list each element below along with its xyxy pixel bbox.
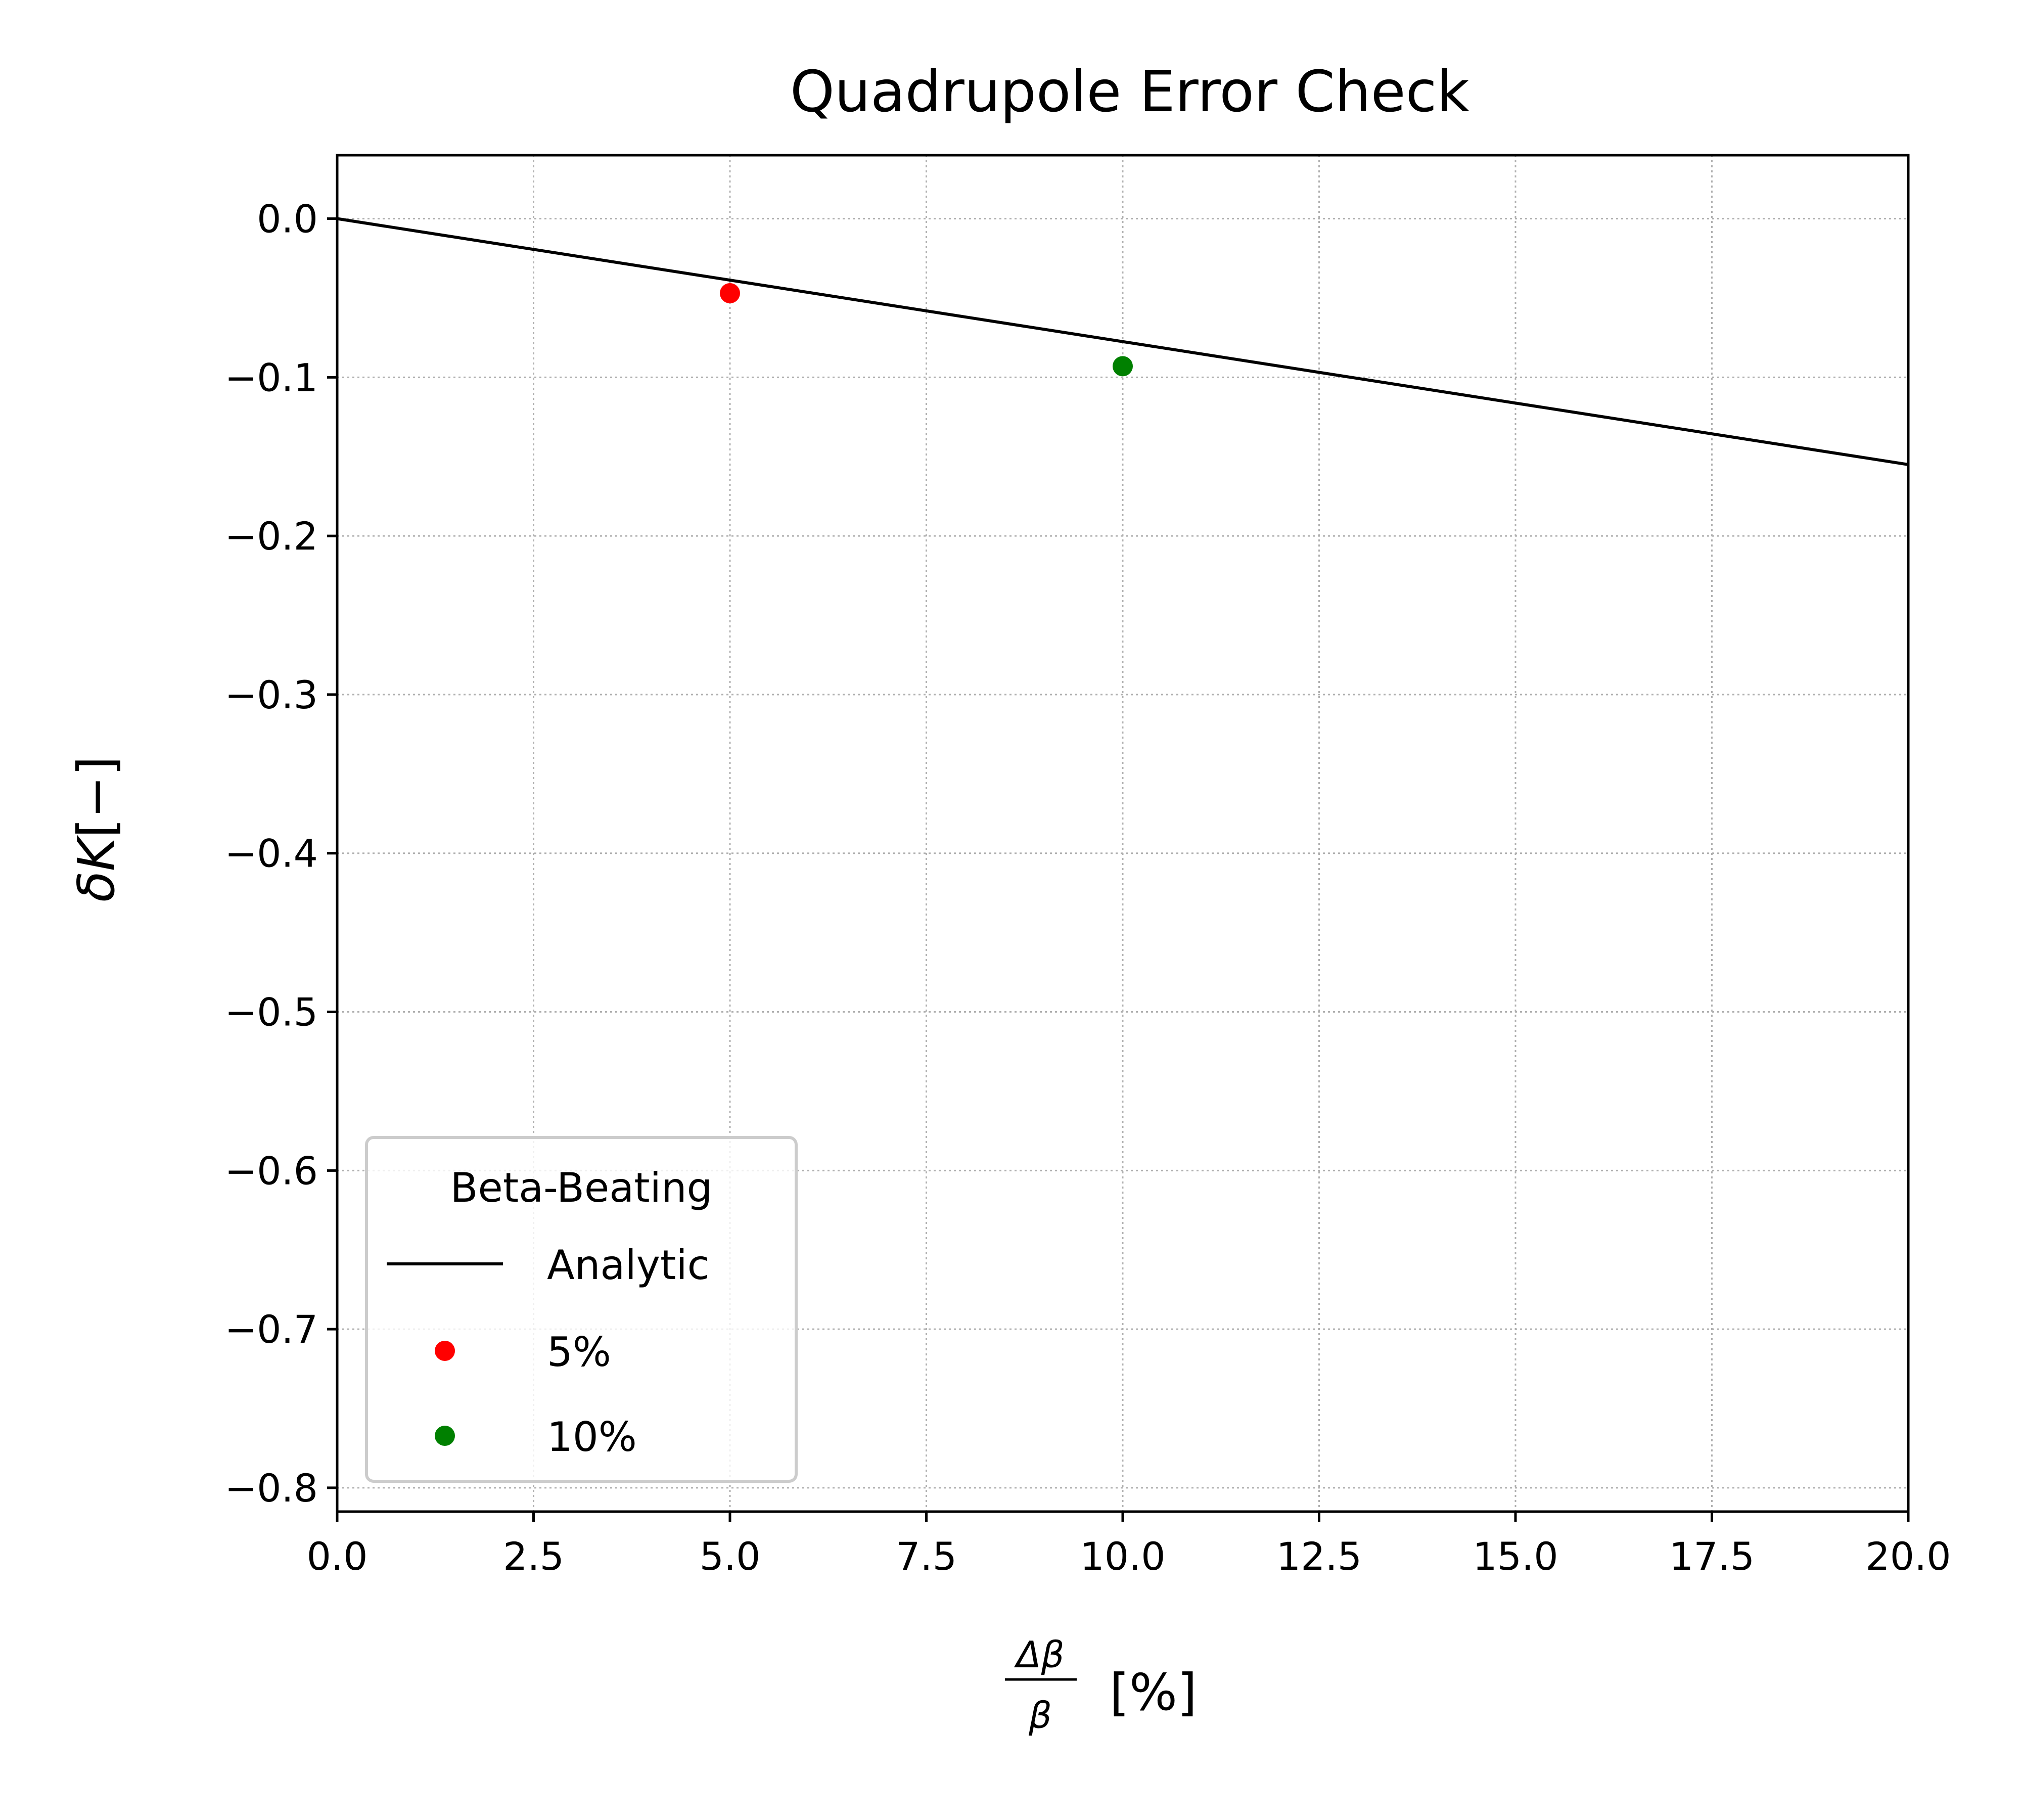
x-axis-label-unit: [%] bbox=[1110, 1663, 1197, 1722]
y-tick-label: −0.5 bbox=[224, 990, 318, 1035]
y-tick-label: −0.2 bbox=[224, 514, 318, 559]
legend-box bbox=[365, 1136, 798, 1483]
legend-label-10pct: 10% bbox=[547, 1414, 637, 1461]
x-tick-label: 2.5 bbox=[503, 1534, 564, 1579]
axis-ticks: 0.0 2.5 5.0 7.5 10.0 12.5 15.0 17.5 20.0 0.0 −0.1 −… bbox=[224, 197, 1951, 1579]
legend: Beta-Beating Analytic 5% 10% bbox=[365, 1136, 798, 1483]
series-line-analytic bbox=[337, 217, 1909, 466]
y-tick-label: −0.6 bbox=[224, 1148, 318, 1193]
y-tick-label: −0.4 bbox=[224, 831, 318, 876]
y-axis-label: δK[−] bbox=[67, 756, 126, 902]
x-axis-label-denominator: β bbox=[1028, 1694, 1052, 1737]
x-tick-label: 5.0 bbox=[700, 1534, 761, 1579]
legend-label-analytic: Analytic bbox=[547, 1242, 710, 1289]
legend-title: Beta-Beating bbox=[450, 1164, 713, 1211]
data-point bbox=[1113, 356, 1133, 377]
x-tick-label: 12.5 bbox=[1276, 1534, 1362, 1579]
data-point bbox=[720, 283, 740, 304]
x-axis-label: Δβ β [%] bbox=[1005, 1633, 1197, 1737]
y-axis-symbol: δK bbox=[67, 834, 126, 902]
legend-label-5pct: 5% bbox=[547, 1329, 611, 1376]
y-tick-label: −0.7 bbox=[224, 1307, 318, 1352]
x-tick-label: 0.0 bbox=[307, 1534, 368, 1579]
legend-marker-5pct bbox=[435, 1341, 455, 1361]
x-tick-label: 17.5 bbox=[1669, 1534, 1755, 1579]
x-tick-label: 15.0 bbox=[1473, 1534, 1558, 1579]
y-tick-label: −0.3 bbox=[224, 672, 318, 717]
x-tick-label: 7.5 bbox=[896, 1534, 957, 1579]
legend-marker-10pct bbox=[435, 1426, 455, 1446]
y-axis-unit: [−] bbox=[67, 756, 126, 838]
y-tick-label: 0.0 bbox=[257, 197, 318, 242]
chart-title: Quadrupole Error Check bbox=[790, 59, 1469, 125]
y-tick-label: −0.1 bbox=[224, 355, 318, 400]
y-tick-label: −0.8 bbox=[224, 1466, 318, 1511]
x-axis-label-numerator: Δβ bbox=[1014, 1633, 1064, 1676]
x-tick-label: 20.0 bbox=[1865, 1534, 1951, 1579]
plot-series bbox=[337, 217, 1909, 466]
x-tick-label: 10.0 bbox=[1080, 1534, 1165, 1579]
